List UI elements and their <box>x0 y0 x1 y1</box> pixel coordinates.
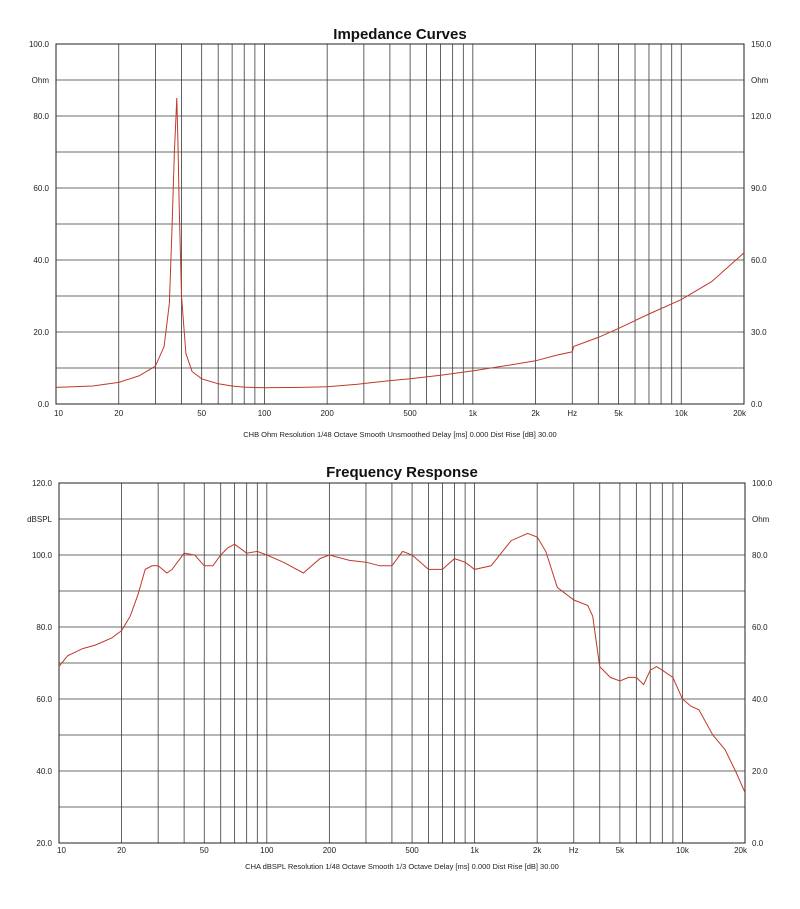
right-tick-label: 20.0 <box>752 767 768 776</box>
x-tick-label: 50 <box>197 409 206 418</box>
chart-title: Impedance Curves <box>333 26 466 43</box>
right-tick-label: 60.0 <box>752 623 768 632</box>
left-tick-label: 40.0 <box>36 767 52 776</box>
x-tick-label: 10k <box>675 409 689 418</box>
right-axis-unit: Ohm <box>752 515 770 524</box>
x-tick-label: 200 <box>320 409 334 418</box>
chart-caption: CHB Ohm Resolution 1/48 Octave Smooth Un… <box>243 430 556 439</box>
x-tick-label: 20k <box>734 846 748 855</box>
x-tick-label: 500 <box>405 846 419 855</box>
right-tick-label: 0.0 <box>752 839 764 848</box>
right-tick-label: 60.0 <box>751 256 767 265</box>
x-tick-label: 100 <box>258 409 272 418</box>
x-tick-label: 20 <box>114 409 123 418</box>
x-tick-label: Hz <box>567 409 577 418</box>
left-tick-label: 80.0 <box>36 623 52 632</box>
x-tick-label: 200 <box>323 846 337 855</box>
x-tick-label: 5k <box>616 846 625 855</box>
left-tick-label: 20.0 <box>36 839 52 848</box>
x-tick-label: 500 <box>403 409 417 418</box>
x-tick-label: 20 <box>117 846 126 855</box>
x-tick-label: Hz <box>569 846 579 855</box>
left-tick-label: 0.0 <box>38 400 50 409</box>
left-tick-label: 20.0 <box>33 328 49 337</box>
chart-caption: CHA dBSPL Resolution 1/48 Octave Smooth … <box>245 862 559 871</box>
chart-title: Frequency Response <box>326 464 478 481</box>
right-tick-label: 30.0 <box>751 328 767 337</box>
x-tick-label: 100 <box>260 846 274 855</box>
left-tick-label: 100.0 <box>29 40 50 49</box>
right-tick-label: 100.0 <box>752 479 773 488</box>
x-tick-label: 50 <box>200 846 209 855</box>
x-tick-label: 10 <box>54 409 63 418</box>
right-tick-label: 40.0 <box>752 695 768 704</box>
right-tick-label: 80.0 <box>752 551 768 560</box>
x-tick-label: 20k <box>733 409 747 418</box>
plot-frame <box>55 43 745 405</box>
left-axis-unit: dBSPL <box>27 515 52 524</box>
right-axis-unit: Ohm <box>751 76 769 85</box>
x-tick-label: 10k <box>676 846 690 855</box>
right-tick-label: 90.0 <box>751 184 767 193</box>
left-tick-label: 40.0 <box>33 256 49 265</box>
left-tick-label: 80.0 <box>33 112 49 121</box>
right-tick-label: 150.0 <box>751 40 772 49</box>
x-tick-label: 1k <box>469 409 478 418</box>
right-tick-label: 120.0 <box>751 112 772 121</box>
series-line <box>55 97 745 389</box>
left-tick-label: 100.0 <box>32 551 53 560</box>
x-tick-label: 5k <box>614 409 623 418</box>
x-tick-label: 10 <box>57 846 66 855</box>
left-tick-label: 60.0 <box>33 184 49 193</box>
left-axis-unit: Ohm <box>32 76 50 85</box>
x-tick-label: 2k <box>531 409 540 418</box>
left-tick-label: 120.0 <box>32 479 53 488</box>
left-tick-label: 60.0 <box>36 695 52 704</box>
x-tick-label: 2k <box>533 846 542 855</box>
plot-frame <box>58 482 746 844</box>
right-tick-label: 0.0 <box>751 400 763 409</box>
x-tick-label: 1k <box>470 846 479 855</box>
series-line <box>58 532 746 793</box>
